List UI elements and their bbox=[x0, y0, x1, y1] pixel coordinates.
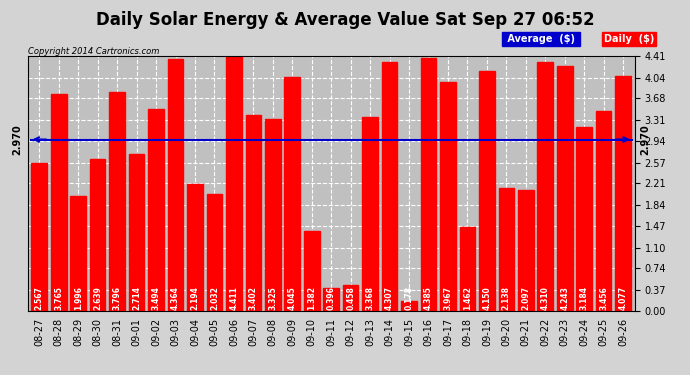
Text: 4.385: 4.385 bbox=[424, 286, 433, 310]
Text: 1.462: 1.462 bbox=[463, 286, 472, 310]
Text: 2.714: 2.714 bbox=[132, 286, 141, 310]
Bar bbox=[479, 71, 495, 311]
Text: 2.970: 2.970 bbox=[12, 124, 22, 155]
Text: 2.097: 2.097 bbox=[522, 286, 531, 310]
Text: 1.382: 1.382 bbox=[307, 286, 316, 310]
Bar bbox=[440, 82, 456, 311]
Bar bbox=[402, 301, 417, 311]
Text: Copyright 2014 Cartronics.com: Copyright 2014 Cartronics.com bbox=[28, 47, 159, 56]
Bar bbox=[148, 109, 164, 311]
Text: 4.364: 4.364 bbox=[171, 286, 180, 310]
Bar bbox=[596, 111, 611, 311]
Bar bbox=[70, 196, 86, 311]
Bar bbox=[421, 58, 436, 311]
Text: 4.077: 4.077 bbox=[619, 286, 628, 310]
Bar bbox=[518, 190, 533, 311]
Bar bbox=[343, 285, 358, 311]
Text: 4.307: 4.307 bbox=[385, 286, 394, 310]
Bar bbox=[206, 194, 222, 311]
Bar bbox=[557, 66, 573, 311]
Bar bbox=[460, 227, 475, 311]
Bar bbox=[265, 119, 281, 311]
Text: 2.138: 2.138 bbox=[502, 286, 511, 310]
Bar bbox=[304, 231, 319, 311]
Text: 3.184: 3.184 bbox=[580, 286, 589, 310]
Text: 3.796: 3.796 bbox=[112, 286, 121, 310]
Text: 0.178: 0.178 bbox=[404, 286, 413, 310]
Bar bbox=[226, 56, 242, 311]
Text: Daily Solar Energy & Average Value Sat Sep 27 06:52: Daily Solar Energy & Average Value Sat S… bbox=[96, 11, 594, 29]
Text: 2.639: 2.639 bbox=[93, 286, 102, 310]
Bar bbox=[90, 159, 106, 311]
Text: Average  ($): Average ($) bbox=[504, 34, 578, 44]
Bar bbox=[362, 117, 378, 311]
Text: 4.411: 4.411 bbox=[229, 286, 238, 310]
Bar bbox=[615, 75, 631, 311]
Text: 3.494: 3.494 bbox=[152, 286, 161, 310]
Text: 3.456: 3.456 bbox=[599, 286, 608, 310]
Bar bbox=[499, 188, 514, 311]
Text: 3.402: 3.402 bbox=[249, 286, 258, 310]
Text: 4.150: 4.150 bbox=[482, 286, 491, 310]
Text: 4.310: 4.310 bbox=[541, 286, 550, 310]
Text: 0.458: 0.458 bbox=[346, 286, 355, 310]
Bar bbox=[51, 93, 66, 311]
Text: 3.368: 3.368 bbox=[366, 286, 375, 310]
Bar bbox=[324, 288, 339, 311]
Text: 3.765: 3.765 bbox=[55, 286, 63, 310]
Text: 2.970: 2.970 bbox=[640, 124, 651, 155]
Bar bbox=[168, 59, 184, 311]
Bar bbox=[129, 154, 144, 311]
Bar bbox=[538, 62, 553, 311]
Text: 4.243: 4.243 bbox=[560, 286, 569, 310]
Bar bbox=[576, 127, 592, 311]
Text: 2.194: 2.194 bbox=[190, 286, 199, 310]
Text: Daily  ($): Daily ($) bbox=[604, 34, 654, 44]
Text: 0.396: 0.396 bbox=[326, 286, 336, 310]
Bar bbox=[284, 77, 300, 311]
Text: 3.325: 3.325 bbox=[268, 286, 277, 310]
Bar bbox=[187, 184, 203, 311]
Text: 2.567: 2.567 bbox=[34, 286, 43, 310]
Bar bbox=[382, 62, 397, 311]
Bar bbox=[246, 114, 261, 311]
Text: 4.045: 4.045 bbox=[288, 286, 297, 310]
Bar bbox=[109, 92, 125, 311]
Text: 1.996: 1.996 bbox=[74, 286, 83, 310]
Text: 2.032: 2.032 bbox=[210, 286, 219, 310]
Text: 3.967: 3.967 bbox=[444, 286, 453, 310]
Bar bbox=[32, 163, 47, 311]
